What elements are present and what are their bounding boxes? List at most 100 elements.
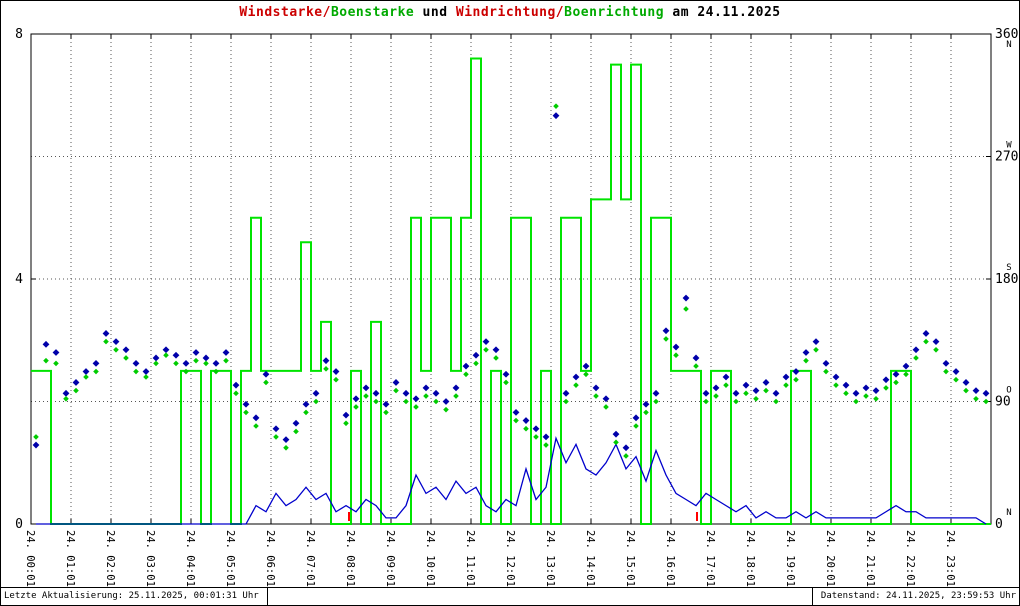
point-Boenrichtung — [693, 363, 699, 369]
point-Windrichtung — [852, 389, 860, 397]
point-Boenrichtung — [483, 346, 489, 353]
point-Boenrichtung — [203, 360, 209, 367]
point-Windrichtung — [492, 346, 500, 354]
compass-label: N — [1006, 508, 1011, 518]
point-Windrichtung — [742, 381, 750, 389]
point-Boenrichtung — [73, 387, 79, 394]
point-Boenrichtung — [773, 398, 779, 405]
point-Windrichtung — [782, 373, 790, 381]
point-Boenrichtung — [903, 371, 909, 378]
point-Boenrichtung — [783, 382, 789, 388]
point-Boenrichtung — [643, 409, 649, 416]
point-Windrichtung — [562, 389, 570, 397]
footer-bar: Letzte Aktualisierung: 25.11.2025, 00:01… — [1, 587, 1019, 605]
point-Boenrichtung — [333, 376, 339, 383]
x-tick-label: 24. 02:01 — [104, 530, 116, 587]
point-Windrichtung — [52, 349, 60, 356]
point-Windrichtung — [832, 373, 840, 381]
point-Boenrichtung — [123, 355, 129, 361]
point-Boenrichtung — [513, 417, 519, 424]
point-Boenrichtung — [393, 387, 399, 394]
point-Boenrichtung — [913, 355, 919, 361]
point-Windrichtung — [772, 389, 780, 397]
x-tick-label: 24. 20:01 — [824, 530, 836, 587]
point-Boenrichtung — [403, 398, 409, 405]
point-Windrichtung — [612, 430, 620, 438]
point-Boenrichtung — [833, 382, 839, 388]
point-Windrichtung — [872, 387, 880, 395]
point-Boenrichtung — [93, 368, 99, 375]
point-Boenrichtung — [103, 338, 109, 345]
point-Windrichtung — [752, 387, 760, 395]
point-Boenrichtung — [493, 355, 499, 361]
point-Windrichtung — [692, 354, 700, 362]
point-Windrichtung — [202, 354, 210, 362]
point-Windrichtung — [712, 384, 720, 392]
point-Boenrichtung — [683, 306, 689, 312]
point-Windrichtung — [332, 368, 340, 375]
point-Boenrichtung — [33, 434, 39, 440]
point-Boenrichtung — [583, 371, 589, 378]
point-Boenrichtung — [823, 368, 829, 375]
y-left-label: 0 — [15, 517, 23, 532]
title-segment: Windstarke/ — [239, 5, 331, 20]
point-Boenrichtung — [323, 366, 329, 372]
point-Windrichtung — [32, 441, 40, 449]
point-Boenrichtung — [573, 382, 579, 388]
x-tick-label: 24. 14:01 — [584, 530, 596, 587]
point-Boenrichtung — [173, 360, 179, 367]
point-Windrichtung — [572, 373, 580, 381]
point-Boenrichtung — [713, 393, 719, 399]
point-Boenrichtung — [893, 379, 899, 386]
point-Boenrichtung — [933, 346, 939, 353]
point-Windrichtung — [842, 381, 850, 389]
point-Boenrichtung — [673, 352, 679, 359]
point-Windrichtung — [302, 400, 310, 408]
point-Boenrichtung — [723, 382, 729, 388]
point-Boenrichtung — [553, 103, 559, 109]
point-Boenrichtung — [213, 368, 219, 375]
point-Windrichtung — [222, 349, 230, 356]
point-Boenrichtung — [613, 439, 619, 446]
point-Windrichtung — [882, 376, 890, 384]
point-Boenrichtung — [873, 395, 879, 402]
x-tick-label: 24. 11:01 — [464, 530, 476, 587]
x-tick-label: 24. 03:01 — [144, 530, 156, 587]
point-Windrichtung — [512, 408, 520, 416]
x-tick-label: 24. 15:01 — [624, 530, 636, 587]
point-Windrichtung — [42, 340, 50, 348]
point-Boenrichtung — [743, 390, 749, 397]
point-Windrichtung — [142, 368, 150, 375]
x-tick-label: 24. 16:01 — [664, 530, 676, 587]
point-Boenrichtung — [373, 398, 379, 405]
point-Boenrichtung — [243, 409, 249, 416]
point-Boenrichtung — [83, 374, 89, 380]
point-Windrichtung — [82, 368, 90, 375]
point-Boenrichtung — [453, 393, 459, 399]
point-Boenrichtung — [883, 385, 889, 391]
point-Windrichtung — [952, 368, 960, 375]
point-Boenrichtung — [43, 357, 49, 364]
point-Windrichtung — [242, 400, 250, 408]
point-Windrichtung — [412, 395, 420, 403]
data-timestamp-text: Datenstand: 24.11.2025, 23:59:53 Uhr — [811, 588, 1019, 605]
y-left-label: 4 — [15, 272, 23, 287]
point-Boenrichtung — [293, 428, 299, 435]
point-Windrichtung — [72, 379, 80, 386]
point-Windrichtung — [232, 381, 240, 389]
point-Boenrichtung — [343, 420, 349, 427]
point-Windrichtung — [352, 395, 360, 403]
point-Windrichtung — [472, 351, 480, 359]
y-right-label: 270 — [995, 150, 1018, 165]
point-Windrichtung — [602, 395, 610, 403]
point-Windrichtung — [272, 425, 280, 433]
point-Windrichtung — [822, 359, 830, 367]
point-Windrichtung — [762, 379, 770, 386]
point-Windrichtung — [702, 389, 710, 397]
series-Boenstarke — [31, 57, 991, 525]
point-Windrichtung — [732, 389, 740, 397]
point-Windrichtung — [112, 338, 120, 346]
point-Boenrichtung — [303, 409, 309, 416]
point-Windrichtung — [252, 414, 260, 422]
point-Windrichtung — [592, 384, 600, 392]
